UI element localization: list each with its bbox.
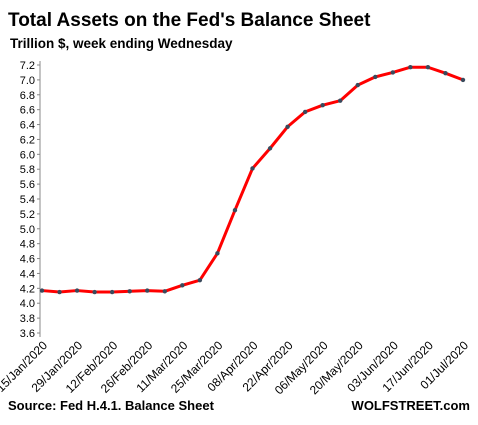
marker [373,74,378,80]
y-tick-label: 3.6 [20,328,35,340]
y-tick-label: 4.8 [20,239,35,251]
source: Source: Fed H.4.1. Balance Sheet [8,398,215,413]
marker [57,289,62,295]
y-tick-label: 5.6 [20,179,35,191]
y-tick-label: 7.2 [20,60,35,72]
marker [460,77,466,83]
chart-title: Total Assets on the Fed's Balance Sheet [8,10,371,31]
y-tick-label: 5.8 [20,164,35,176]
y-tick-label: 6.0 [20,149,35,161]
marker [215,251,220,256]
y-tick-label: 3.8 [20,313,35,325]
y-tick-label: 4.0 [20,298,35,310]
marker [320,103,325,108]
line [41,65,464,294]
y-tick-label: 7.0 [20,75,35,87]
chart-subtitle: Trillion $, week ending Wednesday [10,36,233,51]
marker [127,289,132,294]
marker [390,70,396,75]
y-tick-label: 6.4 [20,120,35,132]
marker [250,166,255,171]
y-tick-label: 4.6 [20,254,35,266]
y-tick-label: 6.8 [20,90,35,102]
marker [74,288,80,293]
marker [285,124,290,129]
y-tick-label: 6.2 [20,134,35,146]
marker [92,289,97,295]
y-tick-label: 6.6 [20,105,35,117]
brand: WOLFSTREET.com [352,398,470,413]
marker [232,207,238,213]
marker [408,65,413,70]
marker [425,65,431,70]
marker [39,288,45,293]
marker [145,288,150,293]
marker [302,109,308,115]
marker [180,283,185,288]
marker [443,70,448,76]
y-tick-label: 5.0 [20,224,35,236]
marker [109,289,115,295]
y-tick-label: 5.4 [20,194,35,206]
y-tick-label: 4.4 [20,268,35,280]
y-tick-label: 4.2 [20,283,35,295]
marker [162,289,167,294]
marker [197,277,203,283]
marker [355,82,360,88]
marker [338,98,343,103]
marker [267,146,273,151]
y-tick-label: 5.2 [20,209,35,221]
